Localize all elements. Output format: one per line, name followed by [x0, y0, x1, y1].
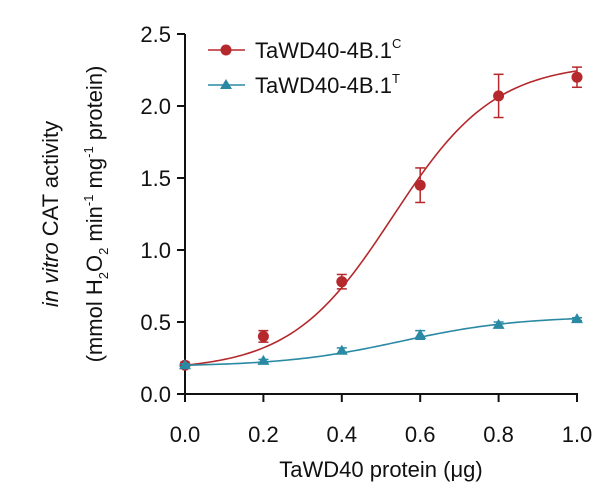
legend-entry-t-base: TaWD40-4B.1	[255, 73, 392, 98]
y-tick-label: 0.5	[140, 310, 171, 335]
y-title-p1-sub: 2	[96, 272, 111, 279]
x-tick-label: 0.0	[170, 422, 201, 447]
fit-curve-c	[184, 70, 578, 366]
y-axis-title-line1: in vitro CAT activity	[38, 121, 63, 307]
x-tick-label: 0.2	[248, 422, 279, 447]
y-title-p5: protein)	[82, 66, 107, 147]
y-tick-label: 2.0	[140, 94, 171, 119]
data-point-t	[257, 354, 270, 365]
data-point-t	[492, 318, 505, 329]
data-point-c	[493, 90, 505, 102]
data-point-c	[571, 71, 583, 83]
y-tick-label: 1.0	[140, 238, 171, 263]
x-axis-title: TaWD40 protein (μg)	[279, 457, 482, 482]
y-title-p4: mg	[82, 158, 107, 195]
y-tick-label: 1.5	[140, 166, 171, 191]
legend-entry-c: TaWD40-4B.1C	[255, 36, 401, 63]
y-axis-title-line2: (mmol H2O2 min-1 mg-1 protein)	[81, 66, 111, 363]
series-layer	[179, 66, 583, 371]
y-axis-title: in vitro CAT activity (mmol H2O2 min-1 m…	[38, 66, 111, 363]
x-tick-label: 0.6	[405, 422, 436, 447]
y-axis-title-italic: in vitro	[38, 242, 63, 307]
data-point-c	[336, 276, 348, 288]
fit-curve-t	[184, 317, 578, 366]
data-point-t	[179, 359, 191, 370]
y-title-p3-sup: -1	[81, 195, 96, 207]
legend-entry-c-base: TaWD40-4B.1	[255, 38, 392, 63]
legend-entry-t: TaWD40-4B.1T	[255, 71, 400, 98]
y-title-p4-sup: -1	[81, 146, 96, 158]
data-point-c	[257, 330, 269, 342]
y-axis-title-rest: CAT activity	[38, 121, 63, 242]
y-ticks: 0.0 0.5 1.0 1.5 2.0 2.5	[140, 22, 185, 407]
x-tick-label: 1.0	[562, 422, 593, 447]
legend-entry-c-sup: C	[392, 36, 401, 51]
x-tick-label: 0.8	[483, 422, 514, 447]
data-point-t	[571, 313, 583, 324]
legend-marker-c	[220, 44, 232, 56]
y-tick-label: 2.5	[140, 22, 171, 47]
legend-marker-t	[220, 79, 232, 89]
y-title-p2: O	[82, 255, 107, 272]
x-ticks: 0.0 0.2 0.4 0.6 0.8 1.0	[170, 394, 593, 447]
y-tick-label: 0.0	[140, 382, 171, 407]
data-point-t	[335, 344, 348, 355]
y-title-p1: (mmol H	[82, 279, 107, 362]
data-point-t	[414, 328, 427, 339]
y-title-p3: min	[82, 206, 107, 248]
data-point-c	[414, 179, 426, 191]
x-tick-label: 0.4	[327, 422, 358, 447]
legend: TaWD40-4B.1C TaWD40-4B.1T	[208, 36, 401, 98]
legend-entry-t-sup: T	[392, 71, 400, 86]
y-title-p2-sub: 2	[96, 248, 111, 255]
